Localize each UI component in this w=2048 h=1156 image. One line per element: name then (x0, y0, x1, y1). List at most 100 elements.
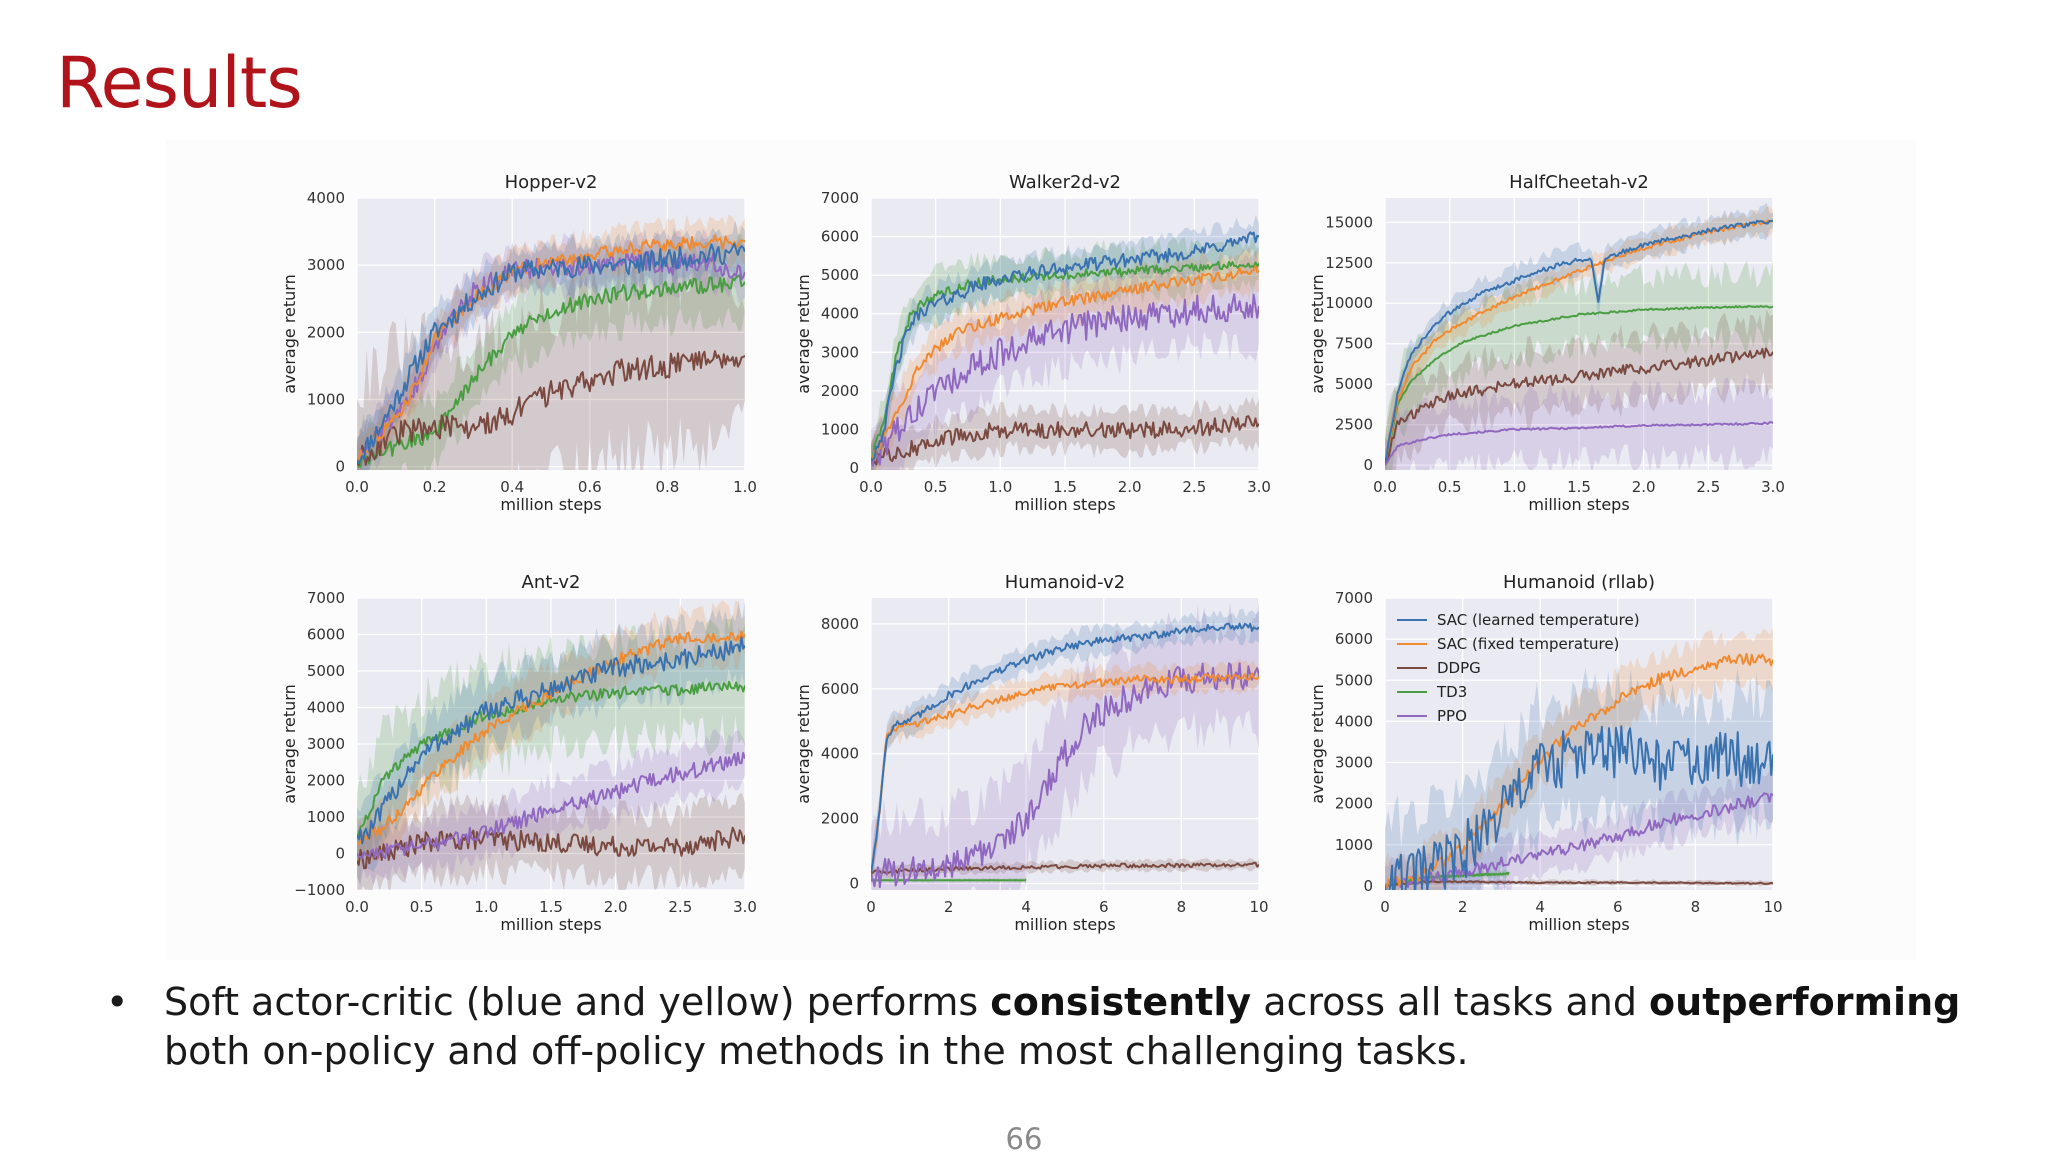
chart-title: Hopper-v2 (505, 172, 598, 193)
x-tick-label: 0 (1380, 898, 1390, 916)
x-tick-label: 2.0 (1118, 478, 1142, 496)
y-axis-label: average return (794, 684, 813, 804)
legend-label-ppo: PPO (1437, 707, 1467, 725)
x-tick-label: 2.0 (1632, 478, 1656, 496)
x-tick-label: 0.5 (924, 478, 948, 496)
x-tick-label: 0 (866, 898, 876, 916)
y-tick-label: 2000 (821, 382, 859, 400)
y-tick-label: 1000 (1335, 836, 1373, 854)
y-tick-label: 7000 (307, 589, 345, 607)
bullet-text-part3: both on-policy and off-policy methods in… (164, 1029, 1469, 1073)
x-tick-label: 0.2 (423, 478, 447, 496)
y-tick-label: 0 (335, 845, 345, 863)
x-tick-label: 2 (1458, 898, 1468, 916)
y-tick-label: 5000 (1335, 375, 1373, 393)
y-tick-label: 2000 (307, 772, 345, 790)
chart-title: Ant-v2 (522, 572, 581, 593)
x-tick-label: 3.0 (733, 898, 757, 916)
y-tick-label: 5000 (1335, 671, 1373, 689)
x-tick-label: 1.5 (1567, 478, 1591, 496)
y-tick-label: 0 (849, 459, 859, 477)
y-tick-label: 15000 (1325, 213, 1373, 231)
x-tick-label: 10 (1249, 898, 1268, 916)
x-axis-label: million steps (1014, 915, 1115, 934)
x-axis-label: million steps (1014, 495, 1115, 514)
y-axis-label: average return (794, 274, 813, 394)
y-tick-label: 8000 (821, 615, 859, 633)
y-tick-label: 5000 (821, 266, 859, 284)
y-tick-label: 6000 (821, 680, 859, 698)
y-tick-label: 6000 (307, 626, 345, 644)
bullet-text-part2: across all tasks and (1251, 980, 1649, 1024)
x-tick-label: 0.4 (500, 478, 524, 496)
x-tick-label: 3.0 (1761, 478, 1785, 496)
x-tick-label: 2.5 (1696, 478, 1720, 496)
y-tick-label: 7000 (821, 189, 859, 207)
x-tick-label: 1.0 (474, 898, 498, 916)
y-tick-label: 7500 (1335, 335, 1373, 353)
y-tick-label: 4000 (307, 189, 345, 207)
y-tick-label: 1000 (821, 420, 859, 438)
bullet-text-part1: Soft actor-critic (blue and yellow) perf… (164, 980, 990, 1024)
x-tick-label: 0.8 (655, 478, 679, 496)
x-tick-label: 4 (1535, 898, 1545, 916)
x-tick-label: 0.6 (578, 478, 602, 496)
legend-label-sac-fixed-temperature: SAC (fixed temperature) (1437, 635, 1619, 653)
x-tick-label: 2.5 (668, 898, 692, 916)
x-tick-label: 4 (1021, 898, 1031, 916)
y-tick-label: 5000 (307, 662, 345, 680)
x-tick-label: 6 (1613, 898, 1623, 916)
y-tick-label: 0 (1363, 456, 1373, 474)
y-axis-label: average return (1308, 684, 1327, 804)
y-tick-label: 7000 (1335, 589, 1373, 607)
x-tick-label: 1.0 (1502, 478, 1526, 496)
x-tick-label: 3.0 (1247, 478, 1271, 496)
y-axis-label: average return (280, 684, 299, 804)
chart-title: HalfCheetah-v2 (1509, 172, 1649, 193)
x-tick-label: 0.0 (345, 478, 369, 496)
bullet-text: Soft actor-critic (blue and yellow) perf… (164, 978, 1964, 1076)
x-tick-label: 8 (1691, 898, 1701, 916)
chart-title: Humanoid-v2 (1005, 572, 1125, 593)
y-tick-label: 4000 (821, 745, 859, 763)
x-tick-label: 1.5 (1053, 478, 1077, 496)
x-axis-label: million steps (1528, 915, 1629, 934)
x-tick-label: 0.5 (410, 898, 434, 916)
x-tick-label: 10 (1763, 898, 1782, 916)
x-axis-label: million steps (500, 915, 601, 934)
y-axis-label: average return (280, 274, 299, 394)
y-axis-label: average return (1308, 274, 1327, 394)
x-tick-label: 0.0 (345, 898, 369, 916)
y-tick-label: 2000 (1335, 795, 1373, 813)
x-tick-label: 8 (1177, 898, 1187, 916)
legend-label-ddpg: DDPG (1437, 659, 1481, 677)
y-tick-label: 2000 (821, 810, 859, 828)
bullet-bold-consistently: consistently (990, 980, 1251, 1024)
y-tick-label: 1000 (307, 808, 345, 826)
y-tick-label: 2500 (1335, 416, 1373, 434)
x-axis-label: million steps (1528, 495, 1629, 514)
y-tick-label: 3000 (307, 735, 345, 753)
x-tick-label: 1.0 (988, 478, 1012, 496)
bullet-bold-outperforming: outperforming (1649, 980, 1960, 1024)
x-axis-label: million steps (500, 495, 601, 514)
x-tick-label: 0.5 (1438, 478, 1462, 496)
y-tick-label: 10000 (1325, 294, 1373, 312)
y-tick-label: 0 (849, 875, 859, 893)
y-tick-label: 6000 (1335, 630, 1373, 648)
chart-title: Humanoid (rllab) (1503, 572, 1655, 593)
page-number: 66 (0, 1122, 2048, 1156)
x-tick-label: 6 (1099, 898, 1109, 916)
y-tick-label: 3000 (307, 256, 345, 274)
x-tick-label: 1.0 (733, 478, 757, 496)
y-tick-label: 3000 (821, 343, 859, 361)
y-tick-label: 3000 (1335, 754, 1373, 772)
legend-label-sac-learned-temperature: SAC (learned temperature) (1437, 611, 1640, 629)
y-tick-label: 12500 (1325, 254, 1373, 272)
